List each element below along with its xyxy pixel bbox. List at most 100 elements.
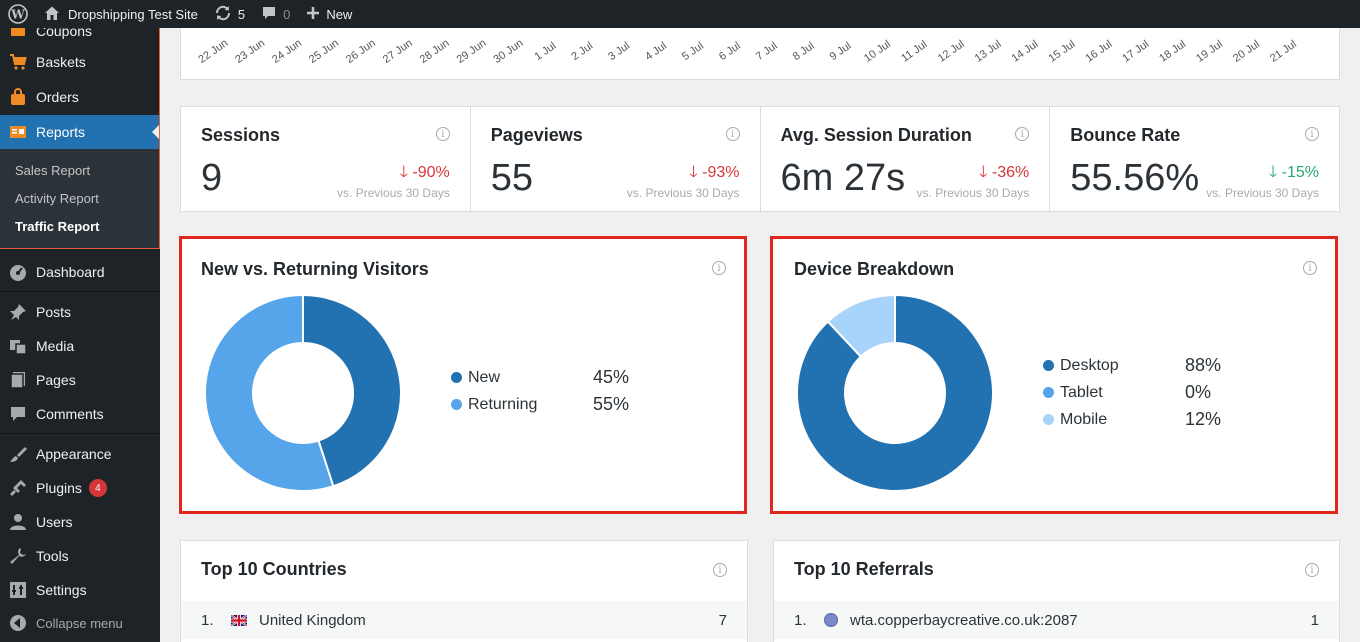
card-title: Top 10 Referrals	[794, 559, 934, 579]
comment-bubble-icon	[261, 5, 277, 24]
stat-change: 🡓 -15%	[1269, 161, 1319, 188]
x-tick-label: 12 Jul	[936, 38, 967, 65]
info-icon[interactable]: i	[1305, 127, 1319, 141]
admin-sidebar: Coupons Baskets Orders Reports Sales Rep…	[0, 23, 160, 642]
info-icon[interactable]: i	[713, 563, 727, 577]
admin-bar: W Dropshipping Test Site 5 0 New	[0, 0, 1360, 28]
stat-sessions: Sessions i 9 🡓 -90% vs. Previous 30 Days	[181, 107, 471, 211]
stat-comparison: vs. Previous 30 Days	[337, 186, 450, 200]
change-value: -93%	[702, 164, 740, 181]
new-vs-returning-card: New vs. Returning Visitors i New 45% Ret…	[179, 236, 747, 514]
card-title: Device Breakdown	[794, 259, 955, 279]
change-value: -36%	[991, 164, 1030, 181]
plugins-update-badge: 4	[88, 479, 107, 497]
menu-item-users[interactable]: Users	[0, 505, 160, 539]
rank: 1.	[201, 611, 214, 629]
menu-item-posts[interactable]: Posts	[0, 295, 160, 329]
info-icon[interactable]: i	[712, 261, 726, 275]
menu-item-appearance[interactable]: Appearance	[0, 437, 160, 471]
x-tick-label: 18 Jul	[1157, 38, 1188, 65]
x-tick-label: 3 Jul	[606, 40, 632, 63]
menu-label: Tools	[36, 548, 69, 564]
coupons-icon	[8, 21, 28, 41]
stat-comparison: vs. Previous 30 Days	[626, 186, 740, 200]
menu-item-settings[interactable]: Settings	[0, 573, 160, 607]
updates-count: 5	[237, 6, 246, 22]
traffic-timeline-chart: 22 Jun 23 Jun 24 Jun 25 Jun 26 Jun 27 Jun 28 J…	[180, 18, 1340, 80]
x-tick-label: 11 Jul	[899, 38, 929, 64]
x-tick-label: 17 Jul	[1120, 38, 1151, 65]
menu-item-baskets[interactable]: Baskets	[0, 45, 160, 79]
stat-value: 55.56%	[1070, 157, 1200, 199]
main-content: 22 Jun 23 Jun 24 Jun 25 Jun 26 Jun 27 Jun 28 J…	[160, 18, 1360, 642]
comments-link[interactable]: 0	[253, 0, 298, 28]
x-tick-label: 15 Jul	[1047, 38, 1078, 65]
new-content-link[interactable]: New	[298, 0, 360, 28]
stat-change: 🡓 -90%	[400, 161, 450, 188]
legend-value: 88%	[1185, 355, 1222, 375]
menu-item-orders[interactable]: Orders	[0, 80, 160, 114]
menu-label: Users	[36, 514, 73, 530]
x-tick-label: 6 Jul	[717, 40, 743, 63]
stat-comparison: vs. Previous 30 Days	[916, 186, 1030, 200]
arrow-down-icon: 🡓	[1268, 164, 1278, 181]
stat-pageviews: Pageviews i 55 🡓 -93% vs. Previous 30 Da…	[471, 107, 761, 211]
menu-item-comments[interactable]: Comments	[0, 397, 160, 431]
menu-item-media[interactable]: Media	[0, 329, 160, 363]
menu-label: Settings	[36, 582, 87, 598]
menu-item-reports[interactable]: Reports	[0, 115, 160, 149]
x-tick-label: 7 Jul	[754, 40, 780, 63]
info-icon[interactable]: i	[725, 127, 740, 141]
menu-item-pages[interactable]: Pages	[0, 363, 160, 397]
card-title: New vs. Returning Visitors	[201, 259, 429, 279]
menu-label: Baskets	[36, 54, 86, 70]
menu-label: Pages	[36, 372, 76, 388]
x-tick-label: 27 Jun	[381, 37, 415, 66]
menu-label: Reports	[36, 124, 86, 140]
menu-label: Dashboard	[36, 264, 105, 280]
legend-label: Desktop	[1060, 356, 1119, 374]
x-tick-label: 19 Jul	[1194, 38, 1225, 65]
arrow-down-icon: 🡓	[979, 164, 988, 181]
menu-item-dashboard[interactable]: Dashboard	[0, 255, 160, 289]
legend-label: Mobile	[1060, 410, 1108, 428]
comments-count: 0	[283, 6, 291, 22]
x-tick-label: 13 Jul	[973, 38, 1004, 65]
legend-value: 55%	[593, 394, 630, 414]
donut-slice-returning[interactable]	[204, 293, 335, 492]
donut-slice-new[interactable]	[302, 293, 402, 488]
x-tick-label: 26 Jun	[344, 37, 378, 66]
top-countries-card: Top 10 Countries i 1. United Kingdom 7	[180, 540, 748, 642]
collapse-icon	[8, 613, 28, 633]
updates-link[interactable]: 5	[206, 0, 253, 28]
legend-label: Tablet	[1060, 383, 1103, 401]
legend-value: 0%	[1185, 382, 1212, 402]
stats-row: Sessions i 9 🡓 -90% vs. Previous 30 Days…	[180, 106, 1340, 212]
info-icon[interactable]: i	[435, 127, 450, 141]
menu-label: Orders	[36, 89, 79, 105]
x-tick-label: 30 Jun	[492, 37, 526, 66]
menu-item-tools[interactable]: Tools	[0, 539, 160, 573]
stat-bounce-rate: Bounce Rate i 55.56% 🡓 -15% vs. Previous…	[1050, 107, 1339, 211]
menu-item-plugins[interactable]: Plugins 4	[0, 471, 160, 505]
info-icon[interactable]: i	[1303, 261, 1317, 275]
donut-slice-mobile[interactable]	[826, 293, 896, 358]
new-label: New	[326, 6, 353, 22]
x-tick-label: 8 Jul	[791, 40, 817, 63]
wordpress-logo-icon[interactable]: W	[0, 0, 36, 28]
referral-domain[interactable]: wta.copperbaycreative.co.uk:2087	[850, 611, 1078, 629]
info-icon[interactable]: i	[1015, 127, 1030, 141]
stat-change: 🡓 -36%	[979, 161, 1029, 188]
submenu-activity-report[interactable]: Activity Report	[15, 191, 99, 206]
list-item: 1. United Kingdom 7	[181, 601, 747, 639]
info-icon[interactable]: i	[1305, 563, 1319, 577]
submenu-traffic-report[interactable]: Traffic Report	[15, 219, 100, 234]
collapse-menu-button[interactable]: Collapse menu	[0, 606, 160, 640]
menu-label: Posts	[36, 304, 72, 320]
donut-slice-desktop[interactable]	[796, 293, 994, 492]
submenu-sales-report[interactable]: Sales Report	[15, 163, 91, 178]
x-tick-label: 4 Jul	[643, 40, 669, 63]
site-name-link[interactable]: Dropshipping Test Site	[36, 0, 206, 28]
comment-icon	[8, 404, 28, 424]
x-tick-label: 24 Jun	[270, 37, 304, 66]
